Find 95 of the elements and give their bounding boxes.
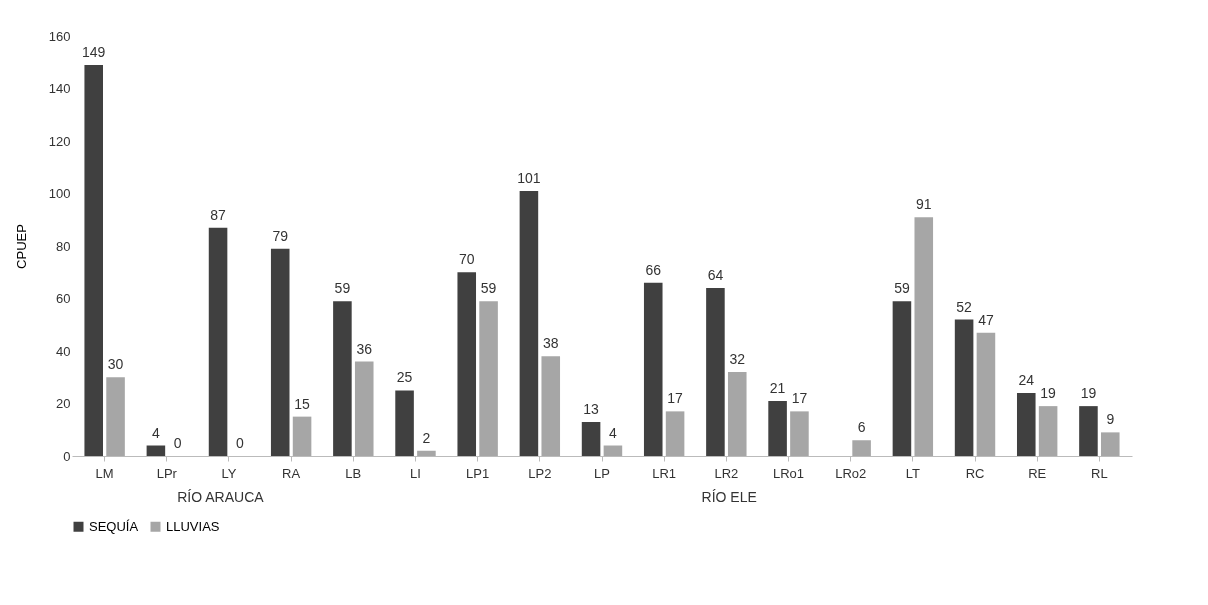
legend-label: LLUVIAS	[166, 518, 220, 534]
bar	[292, 416, 312, 456]
bar	[457, 272, 477, 456]
x-tick-label: LP1	[466, 465, 490, 481]
data-label: 6	[857, 419, 866, 436]
bar	[706, 288, 725, 456]
data-label: 25	[396, 369, 413, 386]
bar	[519, 190, 539, 456]
data-label: 66	[645, 261, 662, 278]
legend-label: SEQUÍA	[89, 518, 139, 534]
data-label: 24	[1018, 372, 1035, 388]
x-tick-label: LY	[221, 465, 237, 481]
bar	[581, 421, 601, 456]
bar	[914, 217, 934, 456]
bar	[603, 445, 623, 456]
data-label: 47	[978, 311, 994, 328]
y-tick-label: 80	[56, 238, 71, 254]
data-label: 101	[517, 169, 541, 186]
x-tick-label: LR2	[714, 465, 739, 481]
data-label: 0	[236, 435, 244, 451]
x-tick-label: LRo1	[772, 465, 805, 481]
bar	[395, 390, 414, 456]
x-tick-label: LT	[905, 465, 921, 481]
y-tick-label: 40	[56, 343, 71, 359]
data-label: 79	[272, 227, 289, 244]
x-tick-label: LR1	[652, 465, 677, 481]
data-label: 17	[791, 390, 808, 407]
data-label: 64	[707, 267, 724, 283]
y-tick-label: 20	[56, 396, 71, 411]
data-label: 59	[334, 280, 351, 297]
bar	[954, 319, 974, 456]
data-label: 2	[422, 429, 431, 446]
bar	[354, 361, 374, 456]
y-tick-label: 120	[48, 133, 71, 149]
x-tick-label: LI	[410, 465, 421, 481]
bar	[417, 450, 436, 456]
bar	[727, 372, 747, 456]
y-tick-label: 0	[63, 448, 71, 464]
x-tick-label: RC	[965, 465, 985, 481]
x-tick-label: LPr	[156, 465, 178, 481]
data-label: 15	[294, 395, 311, 412]
data-label: 0	[173, 435, 182, 451]
data-label: 19	[1040, 385, 1057, 402]
data-label: 21	[769, 379, 786, 396]
y-tick-label: 160	[48, 28, 71, 44]
bar	[790, 411, 809, 456]
data-label: 59	[480, 280, 497, 297]
x-tick-label: LP2	[528, 465, 552, 481]
x-tick-label: LM	[95, 465, 114, 481]
data-label: 70	[458, 251, 475, 268]
x-tick-label: RA	[282, 465, 301, 481]
bar	[892, 301, 912, 456]
y-tick-label: 60	[56, 291, 71, 306]
data-label: 9	[1106, 411, 1115, 428]
bar	[768, 400, 787, 456]
bar	[270, 248, 290, 456]
x-tick-label: LB	[345, 465, 362, 481]
data-label: 52	[956, 298, 973, 315]
y-tick-label: 140	[48, 81, 71, 96]
bar	[1016, 393, 1036, 456]
bar	[1038, 406, 1058, 456]
data-label: 4	[151, 424, 160, 441]
x-tick-label: LRo2	[835, 465, 867, 481]
data-label: 17	[667, 390, 684, 407]
bar	[479, 301, 498, 456]
data-label: 149	[82, 43, 106, 60]
bar	[106, 377, 125, 456]
data-label: 36	[356, 340, 373, 357]
data-label: 4	[609, 424, 618, 441]
data-label: 32	[729, 351, 746, 367]
bar	[852, 440, 871, 456]
bar	[146, 445, 166, 456]
data-label: 91	[915, 196, 932, 213]
data-label: 38	[542, 335, 559, 352]
text: RÍO ELE	[701, 489, 757, 505]
x-tick-label: LP	[594, 465, 610, 481]
data-label: 19	[1080, 385, 1097, 402]
bar	[84, 64, 103, 456]
y-axis-title: CPUEP	[13, 224, 29, 269]
x-tick-label: RE	[1028, 465, 1047, 481]
bar	[1079, 406, 1098, 456]
data-label: 30	[107, 356, 124, 373]
bar	[541, 356, 561, 456]
bar	[1101, 432, 1120, 456]
data-label: 87	[210, 206, 227, 223]
data-label: 13	[583, 400, 600, 417]
text: RÍO ARAUCA	[177, 489, 265, 505]
bar	[665, 411, 685, 456]
bar	[643, 282, 663, 456]
bar	[333, 301, 352, 456]
data-label: 59	[894, 280, 910, 297]
bar	[208, 227, 228, 456]
x-tick-label: RL	[1091, 465, 1108, 481]
y-tick-label: 100	[48, 186, 71, 201]
bar	[976, 332, 996, 456]
